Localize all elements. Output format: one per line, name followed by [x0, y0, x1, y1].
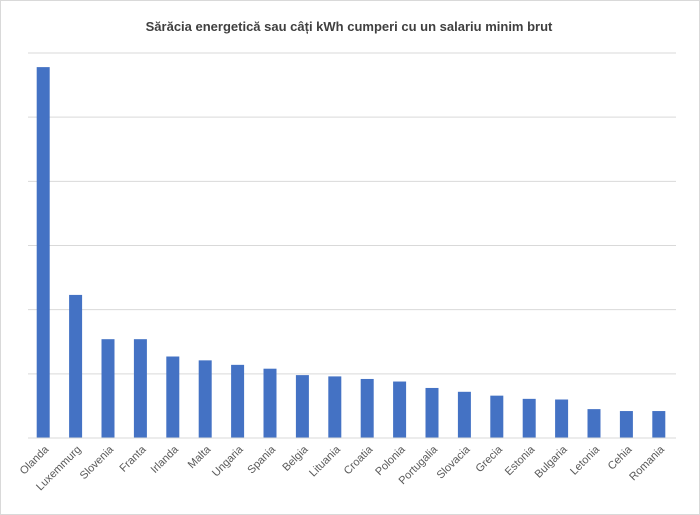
x-tick-label: Ungaria	[210, 443, 246, 479]
x-tick-label: Croatia	[342, 443, 376, 477]
bar-slovacia	[457, 391, 471, 438]
bar-belgia	[295, 375, 309, 438]
bar-slovenia	[101, 339, 115, 438]
bar-bulgaria	[555, 399, 569, 438]
x-tick-label: Letonia	[568, 443, 603, 478]
bar-ungaria	[231, 364, 245, 438]
x-tick-label: Belgia	[280, 443, 311, 474]
x-tick-label: Slovenia	[78, 443, 117, 482]
x-tick-label: Slovacia	[435, 443, 474, 482]
x-tick-label: Grecia	[474, 443, 506, 475]
x-tick-label: Franta	[118, 443, 150, 475]
bar-lituania	[328, 376, 342, 438]
bars	[36, 67, 666, 438]
x-tick-label: Bulgaria	[533, 443, 571, 481]
bar-spania	[263, 368, 277, 438]
bar-malta	[198, 360, 212, 438]
x-tick-label: Lituania	[307, 443, 343, 479]
bar-irlanda	[166, 356, 180, 438]
bar-estonia	[522, 398, 536, 438]
bar-portugalia	[425, 387, 439, 438]
bar-luxemmurg	[69, 294, 83, 438]
x-tick-label: Romania	[627, 443, 667, 483]
bar-romania	[652, 411, 666, 438]
x-tick-label: Malta	[186, 443, 214, 471]
bar-franta	[133, 339, 147, 438]
gridlines	[28, 52, 676, 375]
x-tick-label: Irlanda	[149, 443, 182, 476]
bar-grecia	[490, 395, 504, 438]
bar-cehia	[619, 411, 633, 438]
chart-title: Sărăcia energetică sau câți kWh cumperi …	[145, 19, 553, 34]
x-tick-label: Cehia	[606, 443, 635, 472]
bar-letonia	[587, 409, 601, 438]
bar-polonia	[393, 381, 407, 438]
bar-olanda	[36, 67, 50, 438]
x-tick-label: Spania	[245, 443, 278, 476]
bar-croatia	[360, 378, 374, 438]
